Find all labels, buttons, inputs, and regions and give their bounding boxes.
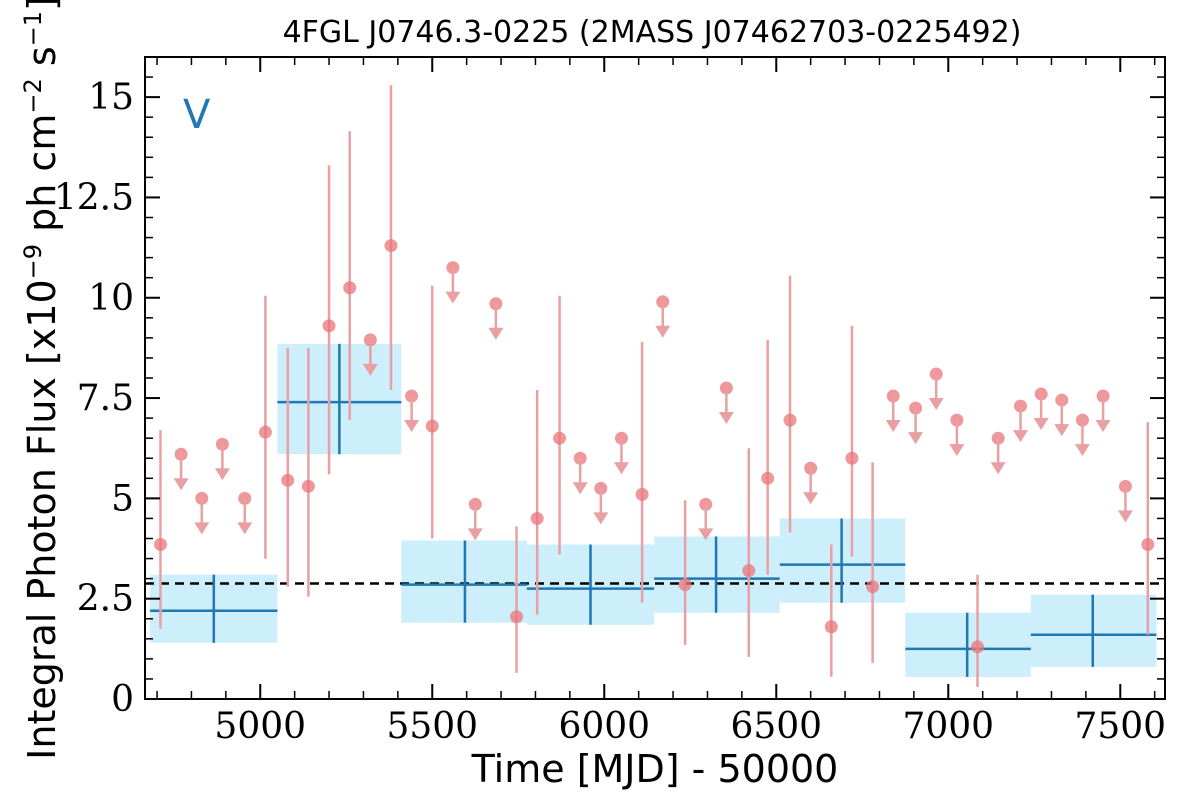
y-axis-title: Integral Photon Flux [x10−9 ph cm−2 s−1] [19, 0, 64, 760]
upper-limit-arrow [803, 492, 819, 505]
upper-limit-arrow [173, 478, 189, 491]
upper-limit-arrow [1054, 424, 1070, 437]
upper-limit-arrow [362, 363, 378, 376]
data-point [510, 610, 524, 624]
x-tick-label: 7000 [902, 706, 994, 747]
data-point [343, 281, 357, 295]
data-point [742, 564, 756, 578]
upper-limit-arrow [990, 462, 1006, 475]
upper-limit-arrow [572, 482, 588, 495]
x-tick-label: 5000 [214, 706, 306, 747]
x-tick-labels: 5000 5500 6000 6500 7000 7500 [214, 706, 1166, 747]
y-tick-label: 2.5 [77, 579, 134, 620]
data-point [553, 431, 567, 445]
data-point [866, 580, 880, 594]
upper-limit-arrow [718, 412, 734, 425]
data-point [824, 620, 838, 634]
upper-limit-arrow [237, 522, 253, 535]
y-tick-labels: 0 2.5 5 7.5 10 12.5 15 [54, 77, 134, 720]
upper-limit-arrow [613, 462, 629, 475]
upper-limit-arrow [655, 325, 671, 338]
x-tick-label: 6500 [730, 706, 822, 747]
upper-limit-arrow [1074, 444, 1090, 457]
data-point [153, 538, 167, 552]
upper-limit-arrow [928, 397, 944, 410]
upper-limit-arrow [488, 327, 504, 340]
data-point [783, 413, 797, 427]
upper-limit-arrow [404, 420, 420, 433]
upper-limit-arrow [214, 468, 230, 481]
ticks-layer [145, 57, 1165, 700]
y-axis-title-exp2: −2 [19, 78, 47, 113]
upper-limit-layer [173, 261, 1133, 541]
annotation-label: V [183, 92, 211, 138]
y-axis-title-mid2: s [20, 46, 64, 78]
x-axis-title: Time [MJD] - 50000 [471, 747, 839, 791]
upper-limit-arrow [1013, 430, 1029, 443]
upper-limit-arrow [194, 522, 210, 535]
y-tick-label: 12.5 [54, 177, 134, 218]
y-tick-label: 5 [111, 478, 134, 519]
upper-limit-arrow [1095, 420, 1111, 433]
data-point [301, 479, 315, 493]
y-tick-label: 0 [111, 679, 134, 720]
upper-limit-arrow [908, 432, 924, 445]
y-axis-title-exp3: −1 [19, 11, 47, 46]
bin-error-layer [150, 343, 1157, 677]
upper-limit-arrow [593, 512, 609, 525]
y-tick-label: 10 [88, 278, 134, 319]
data-point [761, 471, 775, 485]
x-tick-label: 7500 [1074, 706, 1166, 747]
data-point [530, 511, 544, 525]
data-point [425, 419, 439, 433]
x-tick-label: 5500 [386, 706, 478, 747]
data-point [384, 239, 398, 253]
data-point [281, 473, 295, 487]
y-axis-title-mid1: ph cm [20, 114, 64, 244]
y-axis-title-exp1: −9 [19, 244, 47, 279]
upper-limit-arrow [1033, 418, 1049, 431]
points-layer [153, 85, 1155, 687]
data-point [845, 451, 859, 465]
x-tick-label: 6000 [558, 706, 650, 747]
upper-limit-arrow [885, 420, 901, 433]
y-tick-label: 7.5 [77, 378, 134, 419]
data-point [635, 487, 649, 501]
bin-fill-layer [150, 343, 1157, 677]
upper-limit-arrow [467, 528, 483, 541]
y-axis-title-suffix: ] [20, 0, 64, 11]
y-tick-label: 15 [88, 77, 134, 118]
data-point [678, 578, 692, 592]
upper-limit-arrow [1117, 510, 1133, 523]
chart-title: 4FGL J0746.3-0225 (2MASS J07462703-02254… [283, 15, 1022, 50]
data-point [258, 425, 272, 439]
y-axis-title-prefix: Integral Photon Flux [x10 [20, 279, 64, 760]
data-point [1141, 538, 1155, 552]
data-point [971, 640, 985, 654]
upper-limit-arrow [698, 528, 714, 541]
data-point [322, 319, 336, 333]
upper-limit-arrow [445, 291, 461, 304]
upper-limit-arrow [949, 444, 965, 457]
